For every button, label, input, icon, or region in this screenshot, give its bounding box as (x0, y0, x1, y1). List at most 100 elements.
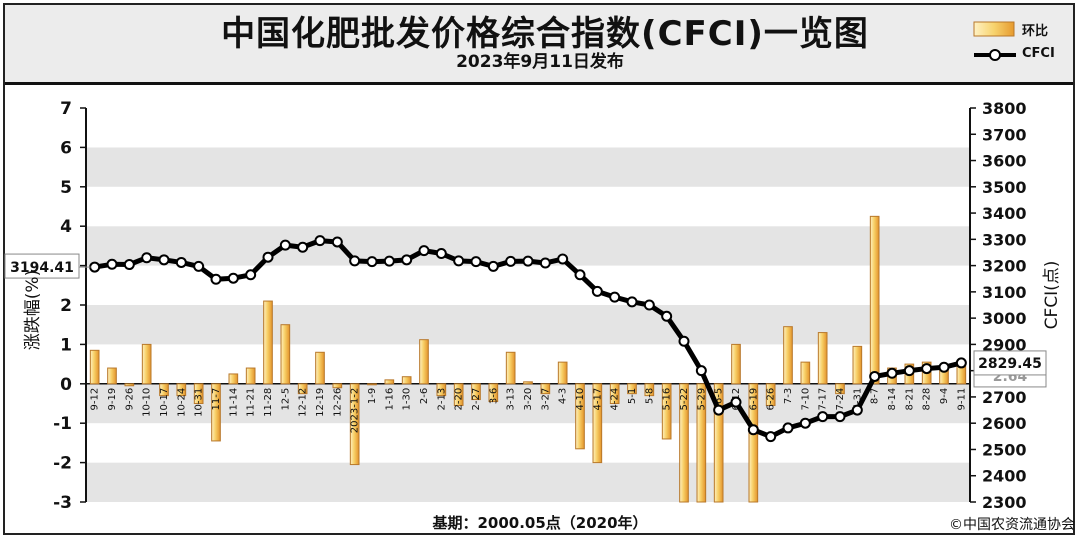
cfci-point (297, 241, 309, 253)
x-tick-label: 11-7 (211, 388, 222, 411)
cfci-point (158, 254, 170, 266)
right-tick-label: 2700 (982, 388, 1027, 407)
bar (263, 300, 273, 385)
right-tick-label: 2600 (982, 414, 1027, 433)
x-tick-label: 4-10 (575, 388, 586, 411)
x-tick-label: 9-19 (107, 388, 118, 411)
bar (696, 383, 707, 503)
bar (401, 376, 412, 385)
x-tick-label: 5-8 (644, 388, 655, 404)
bar (679, 383, 689, 503)
cfci-point (123, 259, 135, 271)
left-tick-label: 5 (60, 178, 72, 198)
bar (107, 367, 117, 385)
cfci-point (175, 256, 187, 268)
last-value-box (973, 350, 1047, 376)
plot-band (86, 265, 970, 305)
x-tick-label: 4-24 (610, 388, 621, 411)
x-tick-label: 10-10 (142, 388, 153, 417)
cfci-point (661, 310, 673, 322)
cfci-point (227, 272, 239, 284)
x-tick-label: 12-26 (332, 388, 343, 417)
left-tick-label: -1 (53, 414, 72, 434)
x-tick-label: 9-26 (124, 388, 135, 411)
cfci-point (470, 256, 482, 268)
bar (627, 383, 637, 395)
bar (731, 343, 741, 385)
bar (89, 349, 100, 385)
right-tick-label: 2300 (982, 493, 1027, 512)
cfci-point (210, 273, 222, 285)
bar (523, 381, 533, 385)
cfci-point (141, 252, 153, 264)
bar (609, 383, 620, 404)
right-tick-label: 2500 (982, 440, 1027, 459)
x-tick-label: 4-17 (592, 388, 603, 411)
legend-label-bar: 环比 (1022, 24, 1049, 39)
left-tick-label: 0 (60, 375, 72, 395)
x-tick-label: 8-7 (870, 388, 881, 404)
right-tick-label: 3600 (982, 152, 1027, 171)
x-tick-label: 12-12 (298, 388, 309, 417)
cfci-point (695, 365, 707, 377)
x-tick-label: 6-26 (766, 388, 777, 411)
bar (419, 339, 429, 385)
x-tick-label: 10-17 (159, 388, 170, 417)
x-tick-label: 5-22 (679, 388, 690, 411)
x-tick-label: 3-27 (540, 388, 551, 411)
bar (315, 351, 325, 385)
bar (488, 383, 499, 403)
x-tick-label: 7-3 (783, 388, 794, 404)
bar (557, 361, 568, 385)
x-tick-label: 9-4 (939, 388, 950, 404)
bar (384, 379, 395, 385)
left-tick-label: 6 (60, 138, 72, 158)
bar (713, 383, 724, 503)
cfci-point (955, 357, 967, 369)
x-tick-label: 8-28 (922, 388, 933, 411)
bar (453, 383, 464, 406)
chart-subtitle: 2023年9月11日发布 (456, 52, 624, 72)
x-tick-label: 12-5 (280, 388, 291, 411)
cfci-point (505, 255, 517, 267)
x-tick-label: 2-6 (419, 388, 430, 404)
cfci-point (245, 269, 257, 281)
bar (765, 383, 776, 406)
cfci-point (678, 335, 690, 347)
bar (817, 332, 828, 385)
x-tick-label: 2023-1-2 (350, 388, 361, 433)
right-tick-label: 3400 (982, 204, 1027, 223)
cfci-point (314, 235, 326, 247)
right-tick-label: 3100 (982, 283, 1027, 302)
cfci-point (730, 396, 742, 408)
x-tick-label: 3-13 (506, 388, 517, 411)
x-tick-label: 7-24 (835, 388, 846, 411)
bar (176, 383, 187, 397)
bar (159, 383, 169, 397)
x-tick-label: 1-9 (367, 388, 378, 404)
bar (297, 383, 308, 395)
bar (332, 383, 343, 389)
cfci-point (834, 411, 846, 423)
bar (661, 383, 672, 440)
x-tick-label: 11-21 (246, 388, 257, 417)
bar (245, 367, 256, 385)
bar (800, 361, 811, 385)
x-tick-label: 8-21 (904, 388, 915, 411)
legend-item-bar: 环比 (972, 18, 1072, 40)
cfci-point (609, 291, 621, 303)
bar (349, 383, 360, 466)
left-tick-label: 1 (60, 335, 72, 355)
right-tick-label: 3800 (982, 99, 1027, 118)
right-tick-label: 3500 (982, 178, 1027, 197)
left-axis-ticks: -3-2-101234567 (53, 99, 86, 513)
cfci-point (574, 269, 586, 281)
cfci-point (383, 255, 395, 267)
plot-band (86, 108, 970, 148)
chart-title: 中国化肥批发价格综合指数(CFCI)一览图 (221, 14, 869, 54)
x-tick-label: 7-31 (852, 388, 863, 411)
bar (592, 383, 603, 464)
